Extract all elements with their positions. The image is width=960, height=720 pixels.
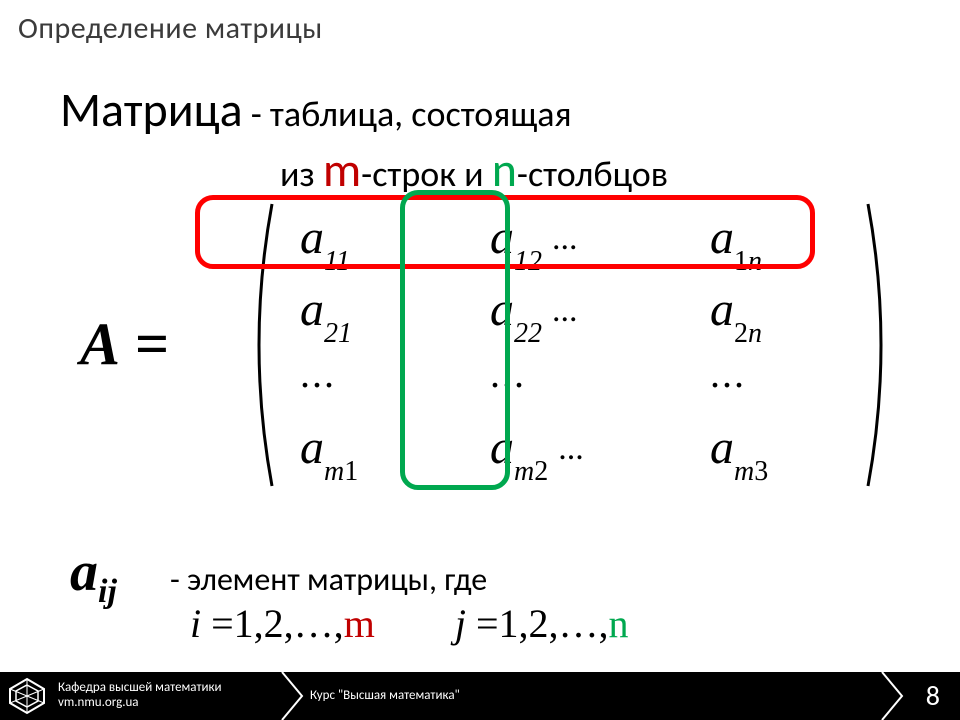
matrix-symbol-A: A = [80,310,169,379]
slide: Определение матрицы Матрица - таблица, с… [0,0,960,720]
element-symbol-aij: aij [70,540,117,604]
definition-rest: - таблица, состоящая [243,92,572,136]
slide-footer: Кафедра высшей математики vm.nmu.org.ua … [0,672,960,720]
m-variable: m [323,140,361,199]
matrix-element: a21 [300,282,352,344]
chevron-icon [280,672,306,720]
definition-line-1: Матрица - таблица, состоящая [60,80,572,139]
matrix-row-dots: ... ... ... [290,350,850,410]
matrix-element: am3 [710,420,768,482]
matrix-row: a21 a22... a2n [290,282,850,342]
dots: ... [300,350,336,397]
matrix-element: am1 [300,420,358,482]
department-label: Кафедра высшей математики vm.nmu.org.ua [58,680,222,710]
matrix-element: a2n [710,282,762,344]
element-description: - элемент матрицы, где [170,560,487,599]
matrix-row: am1 am2... am3 [290,420,850,480]
course-label: Курс "Высшая математика" [310,688,460,703]
dots: ... [710,350,746,397]
column-highlight-box [400,190,510,490]
term-matrix: Матрица [60,80,243,139]
slide-heading: Определение матрицы [18,10,323,47]
logo-icon [6,676,48,716]
index-ranges: i =1,2,…,m j =1,2,…,n [190,600,629,647]
right-parenthesis [860,200,900,490]
chevron-icon [880,672,906,720]
page-number: 8 [926,678,940,713]
